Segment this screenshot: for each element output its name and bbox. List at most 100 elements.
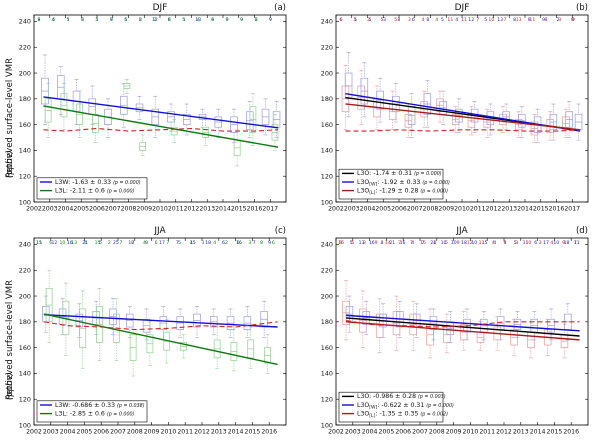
x-tick-label: 2011 [479,429,495,436]
x-tick-label: 2011 [177,429,193,436]
y-tick-label: 160 [321,121,333,129]
count-label-blue: 13 [359,240,365,246]
box-blue [513,311,522,338]
x-tick-label: 2005 [73,206,89,213]
x-tick-label: 2004 [58,206,74,213]
count-label-blue: 15 [36,240,42,246]
box-green [170,119,178,143]
y-tick-label: 220 [321,44,333,52]
count-label-blue: 21 [82,240,88,246]
x-tick-label: 2011 [168,206,184,213]
x-tick-label: 2002 [328,206,344,213]
box-blue [214,108,223,138]
axes-frame [33,237,287,426]
count-label-green: 5 [178,240,181,246]
count-label-green: 9 [340,240,343,246]
box-blue [261,98,270,136]
box-blue [151,95,160,138]
x-tick-label: 2016 [563,429,579,436]
count-label-blue: 8 [381,240,384,246]
x-tick-label: 2012 [194,429,210,436]
count-label-blue: 5 [124,17,127,23]
x-tick-label: 2016 [549,206,565,213]
count-label-green: 7 [476,17,479,23]
x-tick-label: 2004 [362,429,378,436]
x-tick-label: 2002 [26,206,42,213]
box-blue [193,306,201,338]
count-label-green: 8 [545,17,548,23]
count-label-blue: 4 [493,240,496,246]
count-label-green: 10 [59,240,65,246]
x-tick-label: 2005 [375,206,391,213]
box-green [180,334,187,359]
count-label-blue: 9 [145,240,148,246]
box-blue [135,95,144,120]
reference-dashed-line [43,127,279,132]
box-green [271,114,279,151]
count-label-blue: 3 [383,17,386,23]
count-label-green: 5 [394,17,397,23]
box-blue [530,311,538,341]
count-label-green: 7 [131,240,134,246]
count-label-blue: 4 [411,240,414,246]
x-tick-label: 2012 [184,206,200,213]
count-label-blue: 7 [176,240,179,246]
box-green [96,287,103,361]
count-label-blue: 11 [574,240,580,246]
trend-line [44,314,278,328]
count-label-blue: 6 [534,240,537,246]
legend-box [36,177,148,200]
plot-area [42,269,278,377]
y-tick-label: 160 [19,344,31,352]
count-label-green: 9 [226,17,229,23]
legend-label-part: L3O [357,179,369,186]
legend-label-pvalue: (p = 0.038) [117,403,145,409]
count-label-blue: 6 [222,240,225,246]
count-label-blue: 0 [255,17,258,23]
x-tick-label: 2007 [407,206,423,213]
count-label-green: 9 [572,17,575,23]
box-blue [565,101,573,138]
legend-label-part: L3O [357,187,369,194]
y-tick-label: 220 [321,267,333,275]
legend-label-pvalue: (p = 0.000) [113,180,141,186]
count-label-blue: 9 [542,17,545,23]
legend-label-part: L3L: -2.85 ± 0.6 [55,410,107,417]
y-tick-label: 120 [19,173,31,181]
count-label-green: 8 [260,240,263,246]
legend-label-part: L3W: -1.63 ± 0.33 [55,179,113,186]
count-label-green: 15 [95,240,101,246]
box-red [359,290,367,348]
legend: L3W: -0.686 ± 0.33 (p = 0.038)L3L: -2.85… [36,400,148,423]
box-blue [547,308,555,341]
count-label-green: 7 [574,240,577,246]
box-blue [429,308,438,341]
box-green [202,119,210,146]
count-label-green: 8 [168,17,171,23]
x-tick-label: 2013 [199,206,215,213]
box-blue [58,298,67,336]
x-tick-label: 2017 [262,206,278,213]
box-green [233,129,241,167]
y-tick-label: 140 [19,370,31,378]
panel-label: (c) [275,226,286,236]
x-tick-label: 2009 [446,429,462,436]
count-label-green: 7 [398,240,401,246]
trend-line [43,96,279,129]
count-label-green: 6 [52,17,55,23]
count-label-green: 6 [81,17,84,23]
legend-label-pvalue: (p = 0.000) [414,171,442,177]
count-label-blue: 6 [412,17,415,23]
x-tick-label: 2008 [429,429,445,436]
count-label-green: 2 [153,17,156,23]
y-tick-label: 140 [321,370,333,378]
x-tick-label: 2009 [144,429,160,436]
box-green [129,318,137,377]
count-label-blue: 8 [38,17,41,23]
x-tick-label: 2012 [486,206,502,213]
count-label-green: 6 [49,240,52,246]
y-tick-label: 100 [321,421,333,429]
count-label-blue: 16 [67,240,73,246]
